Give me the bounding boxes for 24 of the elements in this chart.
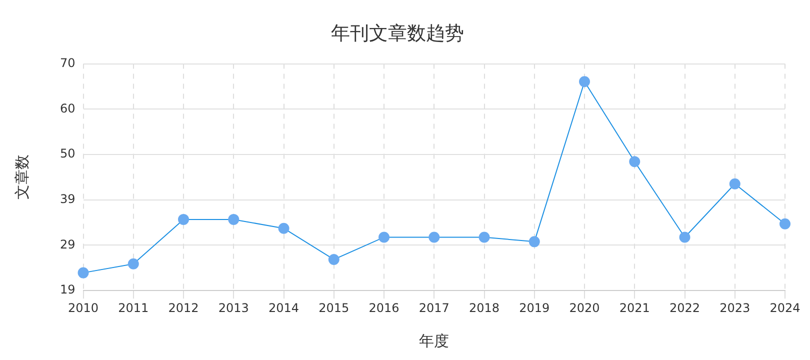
x-tick-label: 2024: [770, 300, 800, 315]
x-tick-label: 2018: [468, 300, 500, 315]
x-tick-label: 2020: [569, 300, 600, 315]
x-tick-label: 2011: [118, 300, 149, 315]
x-axis-title: 年度: [419, 332, 450, 350]
y-tick-label: 70: [60, 56, 76, 70]
y-axis-title: 文章数: [12, 154, 31, 200]
x-tick-label: 2023: [720, 300, 750, 315]
x-tick-label: 2010: [68, 300, 99, 315]
x-tick-label: 2012: [168, 300, 199, 315]
x-tick-label: 2019: [519, 300, 550, 315]
y-tick-label: 50: [60, 146, 76, 161]
chart-title: 年刊文章数趋势: [331, 22, 464, 44]
y-tick-label: 39: [60, 192, 76, 206]
x-tick-label: 2014: [268, 300, 300, 315]
y-tick-label: 29: [60, 237, 76, 252]
x-tick-label: 2017: [418, 300, 450, 315]
x-tick-label: 2016: [368, 300, 400, 315]
x-tick-label: 2015: [318, 300, 350, 315]
x-tick-label: 2022: [669, 300, 700, 315]
y-tick-label: 60: [60, 101, 76, 116]
x-tick-label: 2013: [218, 300, 249, 315]
x-tick-label: 2021: [619, 300, 650, 315]
y-tick-label: 19: [60, 282, 76, 297]
